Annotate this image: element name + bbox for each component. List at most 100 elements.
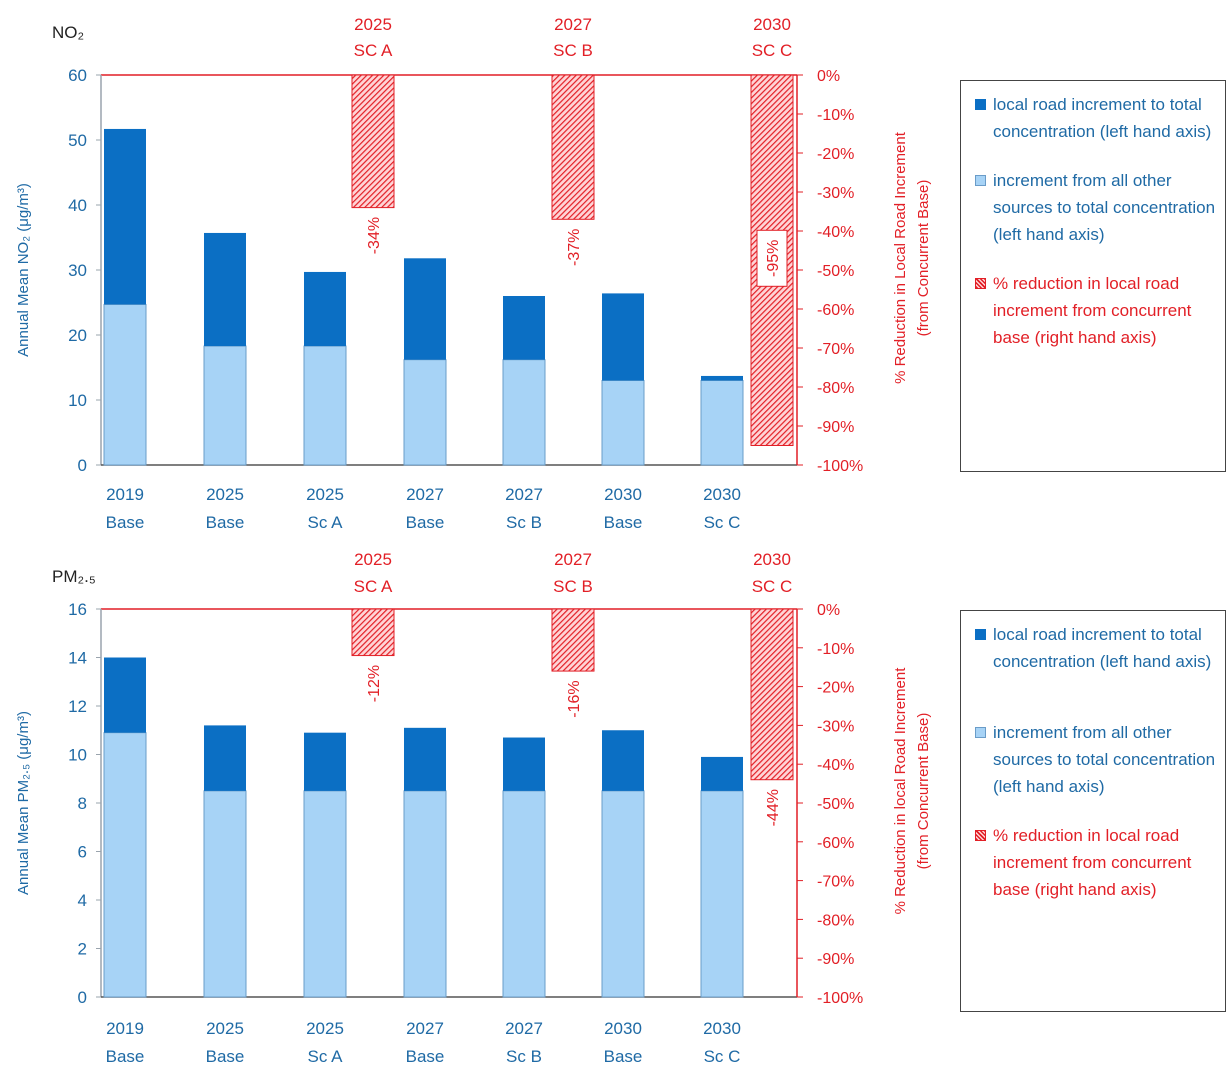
x-tick-label: 2030 bbox=[604, 485, 642, 504]
bar-other-sources bbox=[203, 790, 247, 998]
x-tick-label: Sc B bbox=[506, 513, 542, 532]
y-tick-label: 2 bbox=[78, 940, 87, 959]
x-tick-label: 2030 bbox=[703, 485, 741, 504]
bar-other-sources bbox=[303, 790, 347, 998]
reduction-value-label: -34% bbox=[366, 217, 383, 254]
x-tick-label: Base bbox=[206, 1047, 245, 1065]
y2-tick-label: -50% bbox=[817, 263, 854, 280]
bar-local-road bbox=[602, 730, 644, 791]
legend-swatch-other-sources bbox=[975, 727, 986, 738]
y-tick-label: 14 bbox=[68, 649, 87, 668]
y2-axis-label-line2: (from Concurrent Base) bbox=[915, 180, 932, 337]
reduction-label-box bbox=[756, 229, 788, 287]
bar-local-road bbox=[204, 725, 246, 791]
bar-other-sources bbox=[601, 790, 645, 998]
y-tick-label: 20 bbox=[68, 326, 87, 345]
x-tick-label: 2027 bbox=[406, 1019, 444, 1038]
x-tick-label: Sc C bbox=[704, 513, 741, 532]
y2-tick-label: -70% bbox=[817, 341, 854, 358]
legend-swatch-reduction bbox=[975, 278, 986, 289]
y2-tick-label: 0% bbox=[817, 68, 840, 85]
bar-local-road bbox=[701, 756, 743, 791]
x-tick-label: 2027 bbox=[406, 485, 444, 504]
legend-label-reduction: % reduction in local road increment from… bbox=[993, 826, 1192, 899]
bar-other-sources bbox=[700, 380, 744, 466]
chart-title: PM₂.₅ bbox=[52, 567, 96, 586]
y-axis-label: Annual Mean PM₂.₅ (μg/m³) bbox=[15, 711, 32, 895]
bar-other-sources bbox=[303, 345, 347, 466]
legend-label-reduction: % reduction in local road increment from… bbox=[993, 274, 1192, 347]
reduction-value-label: -95% bbox=[765, 240, 782, 277]
y-tick-label: 12 bbox=[68, 697, 87, 716]
bar-local-road bbox=[602, 293, 644, 381]
legend-item-local-road: local road increment to total concentrat… bbox=[973, 621, 1217, 675]
y-tick-label: 4 bbox=[78, 891, 87, 910]
y-tick-label: 30 bbox=[68, 261, 87, 280]
legend-swatch-reduction bbox=[975, 830, 986, 841]
legend-label-local-road: local road increment to total concentrat… bbox=[993, 625, 1212, 671]
x-tick-label: Sc B bbox=[506, 1047, 542, 1065]
legend-label-local-road: local road increment to total concentrat… bbox=[993, 95, 1212, 141]
chart-title: NO₂ bbox=[52, 23, 84, 42]
bar-other-sources bbox=[502, 359, 546, 466]
y-axis-label: Annual Mean NO₂ (μg/m³) bbox=[15, 183, 32, 357]
bar-reduction bbox=[351, 74, 395, 209]
y-tick-label: 10 bbox=[68, 391, 87, 410]
y-tick-label: 8 bbox=[78, 794, 87, 813]
bar-reduction bbox=[551, 608, 595, 672]
y2-tick-label: -100% bbox=[817, 458, 863, 475]
x-tick-label: Base bbox=[106, 513, 145, 532]
x-tick-label: 2025 bbox=[206, 1019, 244, 1038]
y-tick-label: 60 bbox=[68, 66, 87, 85]
legend-item-reduction: % reduction in local road increment from… bbox=[973, 822, 1217, 903]
y-tick-label: 0 bbox=[78, 456, 87, 475]
y2-axis-label: % Reduction in Local Road Increment bbox=[892, 131, 909, 384]
scenario-header-year: 2027 bbox=[554, 15, 592, 34]
bar-local-road bbox=[701, 375, 743, 381]
legend-swatch-local-road bbox=[975, 629, 986, 640]
y2-tick-label: -30% bbox=[817, 718, 854, 735]
y2-tick-label: -50% bbox=[817, 796, 854, 813]
bar-local-road bbox=[304, 271, 346, 347]
bar-other-sources bbox=[103, 303, 147, 466]
y2-axis-label-line2: (from Concurrent Base) bbox=[915, 713, 932, 870]
y2-tick-label: -20% bbox=[817, 680, 854, 697]
x-tick-label: Sc A bbox=[308, 513, 344, 532]
y2-tick-label: -30% bbox=[817, 185, 854, 202]
y-tick-label: 16 bbox=[68, 600, 87, 619]
bar-local-road bbox=[503, 737, 545, 791]
x-tick-label: Base bbox=[604, 1047, 643, 1065]
bar-local-road bbox=[404, 727, 446, 791]
x-tick-label: 2027 bbox=[505, 1019, 543, 1038]
legend-label-other-sources: increment from all other sources to tota… bbox=[993, 171, 1216, 244]
x-tick-label: 2025 bbox=[206, 485, 244, 504]
reduction-value-label: -44% bbox=[765, 789, 782, 826]
scenario-header-name: SC B bbox=[553, 577, 593, 596]
y2-tick-label: -60% bbox=[817, 835, 854, 852]
x-tick-label: 2030 bbox=[604, 1019, 642, 1038]
y2-tick-label: -40% bbox=[817, 757, 854, 774]
y2-tick-label: -70% bbox=[817, 874, 854, 891]
scenario-header-year: 2030 bbox=[753, 15, 791, 34]
y2-axis-label: % Reduction in local Road Increment bbox=[892, 667, 909, 915]
x-tick-label: 2025 bbox=[306, 1019, 344, 1038]
scenario-header-year: 2030 bbox=[753, 550, 791, 569]
y2-tick-label: -80% bbox=[817, 380, 854, 397]
x-tick-label: Base bbox=[106, 1047, 145, 1065]
y2-tick-label: -90% bbox=[817, 419, 854, 436]
y2-tick-label: -80% bbox=[817, 912, 854, 929]
bar-local-road bbox=[304, 732, 346, 791]
legend-label-other-sources: increment from all other sources to tota… bbox=[993, 723, 1216, 796]
legend-item-reduction: % reduction in local road increment from… bbox=[973, 270, 1217, 351]
y2-tick-label: -10% bbox=[817, 107, 854, 124]
y-tick-label: 6 bbox=[78, 843, 87, 862]
bar-reduction bbox=[551, 74, 595, 220]
bar-local-road bbox=[204, 232, 246, 347]
bar-other-sources bbox=[403, 359, 447, 466]
bar-other-sources bbox=[103, 732, 147, 998]
bar-other-sources bbox=[403, 790, 447, 998]
bar-local-road bbox=[404, 258, 446, 360]
y2-tick-label: -90% bbox=[817, 951, 854, 968]
bar-local-road bbox=[104, 657, 146, 733]
